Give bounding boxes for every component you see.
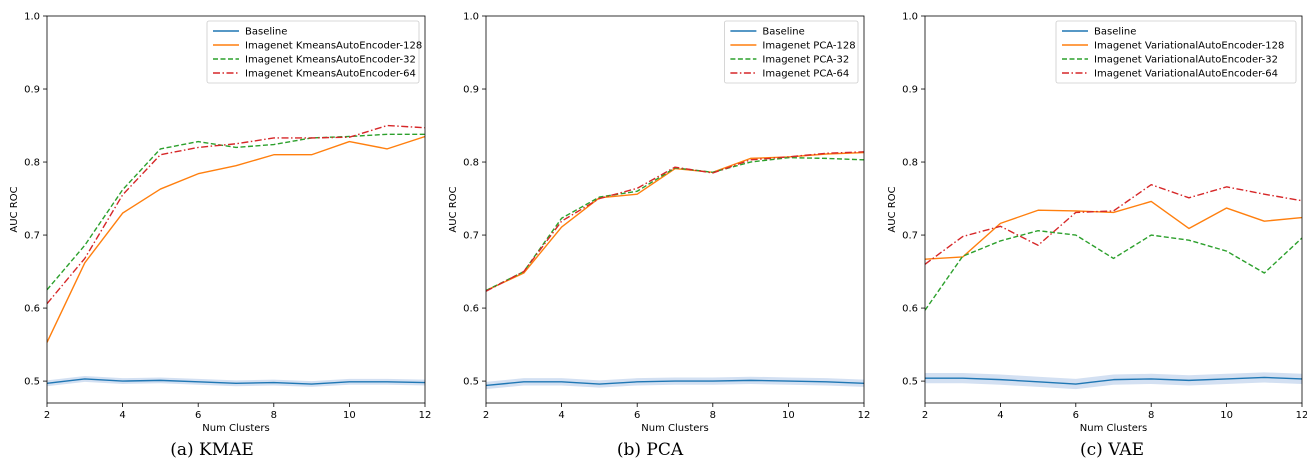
- legend-entry: Imagenet PCA-128: [762, 41, 855, 52]
- legend-entry: Baseline: [762, 27, 804, 38]
- caption-pca: (b) PCA: [616, 440, 684, 460]
- caption-kmae: (a) KMAE: [170, 440, 254, 460]
- series-line: [486, 151, 864, 292]
- x-tick-label: 4: [119, 410, 125, 421]
- x-tick-label: 10: [782, 410, 795, 421]
- chart-panel-3: 0.5 0.6 0.7 0.8 0.9 1.0 2 4 6 8 10 12 Num Clusters AU…: [887, 12, 1307, 435]
- x-tick-label: 10: [1220, 410, 1233, 421]
- y-tick-label: 0.8: [902, 158, 918, 169]
- y-tick-label: 0.6: [24, 304, 40, 315]
- x-tick-label: 6: [195, 410, 201, 421]
- series-line: [925, 183, 1302, 265]
- legend-box: [724, 20, 859, 84]
- x-tick-label: 6: [634, 410, 640, 421]
- y-tick-label: 0.6: [463, 304, 479, 315]
- y-tick-label: 1.0: [24, 12, 40, 23]
- y-tick-label: 0.7: [463, 231, 479, 242]
- legend-entry: Imagenet VariationalAutoEncoder-64: [1094, 69, 1278, 80]
- y-tick-label: 0.7: [24, 231, 40, 242]
- x-axis-label: Num Clusters: [1080, 423, 1147, 434]
- legend-entry: Imagenet KmeansAutoEncoder-32: [245, 55, 416, 66]
- x-tick-label: 8: [271, 410, 277, 421]
- series-line: [486, 156, 864, 292]
- x-tick-label: 12: [858, 410, 871, 421]
- x-axis-label: Num Clusters: [641, 423, 708, 434]
- x-tick-label: 10: [343, 410, 356, 421]
- legend-entry: Imagenet KmeansAutoEncoder-128: [245, 41, 422, 52]
- plot-frame: [485, 15, 865, 404]
- x-tick-label: 8: [1148, 410, 1154, 421]
- legend-entry: Imagenet VariationalAutoEncoder-128: [1094, 41, 1284, 52]
- x-tick-label: 12: [419, 410, 432, 421]
- y-tick-label: 0.8: [463, 158, 479, 169]
- baseline-confidence-band: [925, 372, 1302, 390]
- plot-frame: [46, 15, 426, 404]
- legend-entry: Imagenet PCA-64: [762, 69, 849, 80]
- x-tick-label: 4: [558, 410, 564, 421]
- series-line: [47, 124, 425, 305]
- x-tick-label: 4: [997, 410, 1003, 421]
- legend-entry: Imagenet KmeansAutoEncoder-64: [245, 69, 416, 80]
- series-line: [47, 135, 425, 343]
- legend-entry: Baseline: [1094, 27, 1136, 38]
- series-line: [925, 200, 1302, 260]
- legend: Baseline Imagenet PCA-128 Imagenet PCA-32 I…: [724, 20, 859, 84]
- y-tick-label: 1.0: [902, 12, 918, 23]
- y-axis-label: AUC ROC: [448, 186, 459, 232]
- y-axis-label: AUC ROC: [9, 186, 20, 232]
- legend-box: [1055, 20, 1297, 84]
- x-tick-label: 2: [922, 410, 928, 421]
- x-tick-label: 12: [1296, 410, 1307, 421]
- chart-panel-1: 0.5 0.6 0.7 0.8 0.9 1.0 2 4 6 8 10 12 Num Clusters AU…: [9, 12, 431, 435]
- x-tick-label: 6: [1073, 410, 1079, 421]
- y-tick-label: 0.9: [463, 85, 479, 96]
- y-tick-label: 0.5: [463, 377, 479, 388]
- series-line: [925, 229, 1302, 311]
- x-tick-label: 2: [483, 410, 489, 421]
- y-tick-label: 1.0: [463, 12, 479, 23]
- caption-vae: (c) VAE: [1080, 440, 1144, 460]
- y-tick-label: 0.7: [902, 231, 918, 242]
- x-axis-label: Num Clusters: [202, 423, 269, 434]
- series-line: [486, 379, 864, 387]
- y-tick-label: 0.8: [24, 158, 40, 169]
- legend: Baseline Imagenet KmeansAutoEncoder-128 Im…: [206, 20, 422, 84]
- y-tick-label: 0.9: [24, 85, 40, 96]
- y-tick-label: 0.6: [902, 304, 918, 315]
- legend-box: [206, 20, 420, 84]
- baseline-confidence-band: [47, 375, 425, 387]
- x-tick-label: 2: [44, 410, 50, 421]
- x-tick-label: 8: [710, 410, 716, 421]
- series-line: [47, 133, 425, 291]
- chart-panel-2: 0.5 0.6 0.7 0.8 0.9 1.0 2 4 6 8 10 12 Num Clusters AU…: [448, 12, 870, 435]
- plot-frame: [924, 15, 1303, 404]
- legend-entry: Imagenet PCA-32: [762, 55, 849, 66]
- baseline-confidence-band: [486, 376, 864, 390]
- legend: Baseline Imagenet VariationalAutoEncoder-…: [1055, 20, 1297, 84]
- y-axis-label: AUC ROC: [887, 186, 898, 232]
- y-tick-label: 0.5: [24, 377, 40, 388]
- series-line: [925, 376, 1302, 385]
- y-tick-label: 0.9: [902, 85, 918, 96]
- legend-entry: Baseline: [245, 27, 287, 38]
- y-tick-label: 0.5: [902, 377, 918, 388]
- series-line: [47, 378, 425, 385]
- legend-entry: Imagenet VariationalAutoEncoder-32: [1094, 55, 1278, 66]
- series-line: [486, 151, 864, 292]
